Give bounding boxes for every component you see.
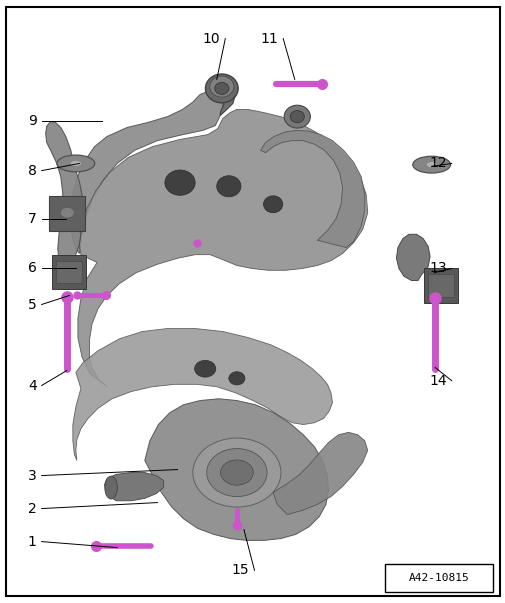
Ellipse shape bbox=[105, 476, 117, 499]
Text: 15: 15 bbox=[231, 563, 249, 578]
Ellipse shape bbox=[263, 196, 282, 213]
Polygon shape bbox=[71, 92, 222, 253]
Text: 11: 11 bbox=[260, 31, 278, 46]
Text: A42-10815: A42-10815 bbox=[408, 573, 469, 583]
Polygon shape bbox=[45, 121, 83, 276]
Ellipse shape bbox=[214, 83, 228, 95]
Ellipse shape bbox=[228, 371, 244, 385]
Polygon shape bbox=[207, 81, 235, 115]
Polygon shape bbox=[144, 399, 328, 540]
Polygon shape bbox=[105, 473, 163, 500]
Ellipse shape bbox=[57, 155, 94, 172]
Ellipse shape bbox=[425, 162, 436, 168]
Text: 12: 12 bbox=[428, 156, 446, 171]
Text: 6: 6 bbox=[28, 262, 36, 276]
Ellipse shape bbox=[284, 106, 310, 128]
Ellipse shape bbox=[60, 207, 74, 218]
Polygon shape bbox=[78, 109, 367, 387]
Bar bbox=[423, 268, 458, 303]
Polygon shape bbox=[73, 329, 332, 461]
Ellipse shape bbox=[205, 74, 238, 103]
Ellipse shape bbox=[220, 460, 252, 485]
Bar bbox=[49, 196, 85, 231]
Ellipse shape bbox=[209, 76, 233, 97]
Text: 13: 13 bbox=[428, 262, 446, 276]
Polygon shape bbox=[273, 432, 367, 514]
Ellipse shape bbox=[207, 449, 267, 497]
Ellipse shape bbox=[290, 110, 304, 122]
Ellipse shape bbox=[70, 160, 81, 166]
Text: 3: 3 bbox=[28, 469, 36, 482]
Bar bbox=[56, 260, 82, 283]
Text: 8: 8 bbox=[28, 163, 36, 178]
FancyBboxPatch shape bbox=[385, 564, 492, 592]
Polygon shape bbox=[395, 235, 429, 280]
Text: 10: 10 bbox=[203, 31, 220, 46]
Bar bbox=[52, 254, 86, 289]
Polygon shape bbox=[260, 130, 364, 247]
Text: 2: 2 bbox=[28, 502, 36, 516]
Ellipse shape bbox=[412, 156, 449, 173]
Text: 5: 5 bbox=[28, 297, 36, 312]
Ellipse shape bbox=[165, 170, 195, 195]
Ellipse shape bbox=[192, 438, 280, 507]
Text: 1: 1 bbox=[28, 535, 36, 549]
Ellipse shape bbox=[216, 175, 240, 197]
Ellipse shape bbox=[194, 361, 215, 377]
Text: 9: 9 bbox=[28, 115, 36, 128]
Text: 14: 14 bbox=[428, 374, 446, 388]
Text: 4: 4 bbox=[28, 379, 36, 393]
Bar bbox=[427, 274, 453, 297]
Text: 7: 7 bbox=[28, 212, 36, 226]
